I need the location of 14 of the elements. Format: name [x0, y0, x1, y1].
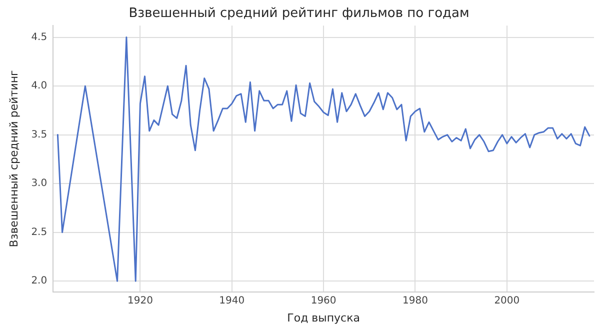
y-tick-label: 3.5 [31, 129, 48, 140]
chart-title: Взвешенный средний рейтинг фильмов по годам [128, 6, 470, 22]
y-tick-label: 4.5 [31, 32, 48, 43]
y-tick-label: 2.5 [31, 226, 48, 238]
y-tick-label: 3.0 [31, 178, 48, 190]
x-tick-label: 1960 [310, 295, 336, 306]
x-tick-label: 1920 [127, 295, 153, 306]
y-axis-title: Взвешенный средний рейтинг [7, 70, 20, 248]
x-axis-title: Год выпуска [287, 311, 360, 324]
y-tick-label: 4.0 [31, 80, 48, 92]
y-tick-label: 2.0 [31, 276, 48, 287]
x-tick-label: 1940 [219, 295, 245, 306]
x-tick-label: 2000 [494, 295, 520, 306]
x-tick-label: 1980 [402, 295, 428, 306]
